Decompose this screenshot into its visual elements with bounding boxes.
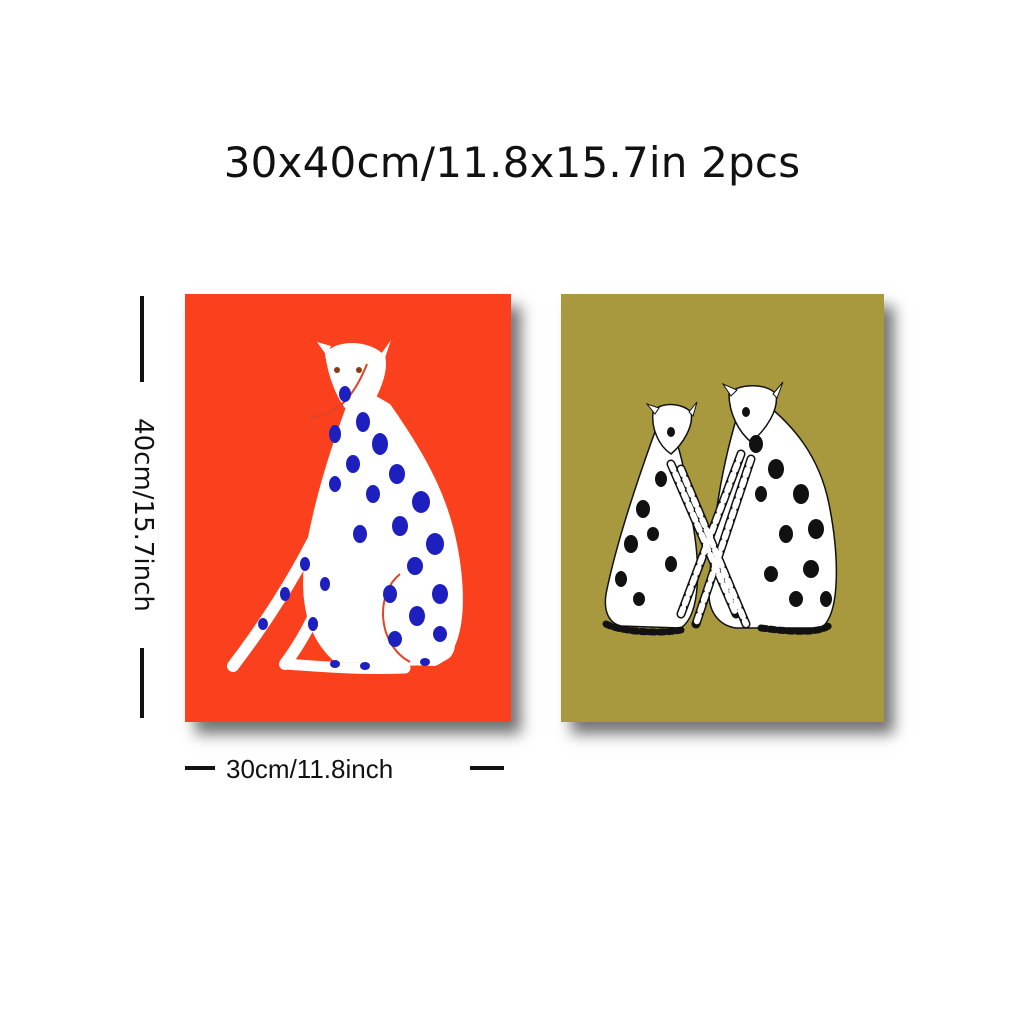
left-poster-panel bbox=[185, 294, 511, 722]
height-dimension-label: 40cm/15.7inch bbox=[128, 418, 158, 612]
width-dimension-label: 30cm/11.8inch bbox=[226, 754, 394, 784]
height-dimension-line-bottom bbox=[140, 648, 144, 718]
single-dalmatian-illustration bbox=[185, 294, 511, 722]
right-poster-panel bbox=[561, 294, 884, 722]
page-title: 30x40cm/11.8x15.7in 2pcs bbox=[223, 138, 801, 187]
width-dimension-line-right bbox=[470, 766, 504, 770]
height-dimension-line-top bbox=[140, 296, 144, 382]
width-dimension-line-left bbox=[185, 766, 215, 770]
two-dalmatians-illustration bbox=[561, 294, 884, 722]
